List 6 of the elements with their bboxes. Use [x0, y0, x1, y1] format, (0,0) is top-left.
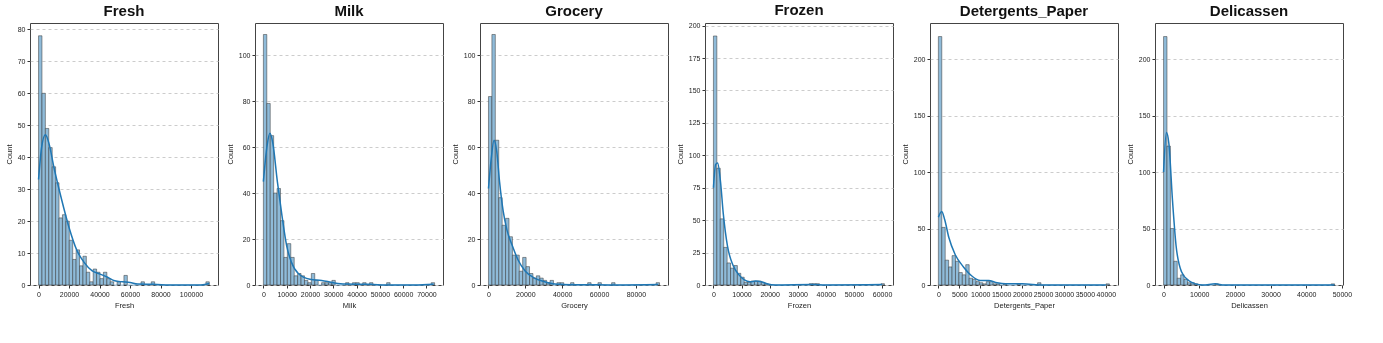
chart-title: Frozen	[774, 0, 824, 18]
chart-title: Milk	[334, 2, 365, 19]
chart-title: Detergents_Paper	[959, 2, 1089, 19]
chart-title: Fresh	[103, 2, 145, 19]
chart-title: Delicassen	[1209, 2, 1289, 19]
chart-title: Grocery	[545, 2, 604, 19]
